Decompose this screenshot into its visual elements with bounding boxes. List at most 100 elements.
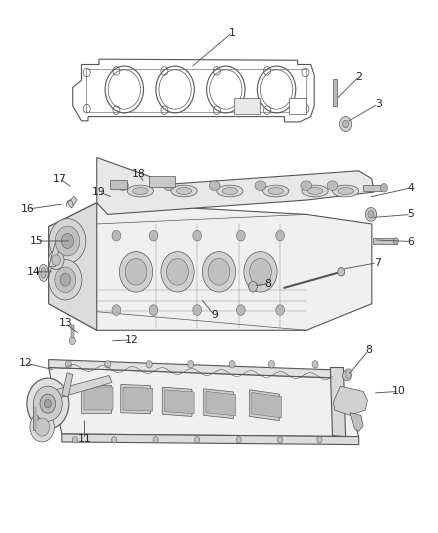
Circle shape bbox=[202, 252, 236, 292]
Circle shape bbox=[69, 337, 75, 345]
Bar bbox=[149, 176, 175, 187]
Text: 2: 2 bbox=[355, 72, 362, 82]
Circle shape bbox=[49, 219, 86, 263]
Circle shape bbox=[146, 361, 152, 368]
Circle shape bbox=[339, 117, 352, 132]
Circle shape bbox=[166, 259, 188, 285]
Circle shape bbox=[55, 226, 80, 256]
Circle shape bbox=[237, 230, 245, 241]
Circle shape bbox=[112, 305, 121, 316]
Polygon shape bbox=[206, 391, 236, 416]
Circle shape bbox=[268, 361, 275, 368]
Bar bbox=[363, 184, 385, 191]
Circle shape bbox=[149, 230, 158, 241]
Text: 11: 11 bbox=[78, 434, 92, 445]
Text: 15: 15 bbox=[30, 236, 43, 246]
Polygon shape bbox=[333, 386, 367, 415]
Ellipse shape bbox=[307, 188, 323, 195]
Polygon shape bbox=[97, 158, 374, 214]
Circle shape bbox=[343, 120, 349, 128]
Polygon shape bbox=[49, 235, 62, 266]
Circle shape bbox=[208, 259, 230, 285]
Circle shape bbox=[120, 252, 152, 292]
Ellipse shape bbox=[263, 185, 289, 197]
Circle shape bbox=[153, 437, 158, 443]
Circle shape bbox=[244, 252, 277, 292]
Circle shape bbox=[229, 361, 235, 368]
Circle shape bbox=[193, 305, 201, 316]
Text: 8: 8 bbox=[265, 279, 271, 288]
Polygon shape bbox=[330, 368, 346, 437]
Ellipse shape bbox=[177, 188, 192, 195]
Circle shape bbox=[368, 211, 374, 218]
Text: 10: 10 bbox=[392, 386, 406, 397]
Text: 19: 19 bbox=[92, 187, 106, 197]
Circle shape bbox=[60, 273, 71, 286]
Ellipse shape bbox=[222, 188, 237, 195]
Text: 3: 3 bbox=[375, 99, 382, 109]
Circle shape bbox=[52, 255, 60, 265]
Circle shape bbox=[237, 305, 245, 316]
Polygon shape bbox=[162, 387, 192, 416]
Ellipse shape bbox=[268, 188, 283, 195]
Ellipse shape bbox=[117, 181, 128, 190]
Bar bbox=[346, 368, 351, 378]
Ellipse shape bbox=[338, 188, 353, 195]
Circle shape bbox=[44, 399, 51, 408]
PathPatch shape bbox=[73, 59, 314, 122]
Text: 8: 8 bbox=[365, 345, 372, 356]
Ellipse shape bbox=[301, 181, 312, 190]
Bar bbox=[333, 79, 337, 106]
Polygon shape bbox=[62, 434, 359, 445]
Ellipse shape bbox=[209, 181, 220, 190]
Circle shape bbox=[112, 230, 121, 241]
Ellipse shape bbox=[133, 188, 148, 195]
Circle shape bbox=[48, 251, 64, 270]
Circle shape bbox=[149, 305, 158, 316]
Text: 16: 16 bbox=[21, 204, 35, 214]
Circle shape bbox=[27, 378, 69, 429]
Bar bbox=[373, 238, 397, 244]
Circle shape bbox=[393, 238, 399, 244]
Circle shape bbox=[250, 259, 272, 285]
Ellipse shape bbox=[163, 181, 174, 190]
Polygon shape bbox=[49, 203, 372, 330]
Circle shape bbox=[49, 260, 82, 300]
Polygon shape bbox=[49, 368, 359, 437]
Circle shape bbox=[343, 370, 351, 381]
Circle shape bbox=[65, 361, 71, 368]
Text: 4: 4 bbox=[408, 183, 414, 193]
Circle shape bbox=[276, 305, 285, 316]
Ellipse shape bbox=[327, 181, 338, 190]
Polygon shape bbox=[49, 203, 97, 330]
Ellipse shape bbox=[127, 185, 153, 197]
Text: 18: 18 bbox=[131, 169, 145, 179]
Text: 17: 17 bbox=[53, 174, 67, 184]
Circle shape bbox=[35, 418, 49, 436]
Text: 13: 13 bbox=[58, 318, 72, 328]
Text: 7: 7 bbox=[374, 258, 381, 268]
Text: 12: 12 bbox=[19, 358, 33, 368]
Polygon shape bbox=[67, 196, 77, 208]
Circle shape bbox=[194, 437, 200, 443]
Circle shape bbox=[312, 361, 318, 368]
Text: 1: 1 bbox=[229, 28, 236, 38]
Circle shape bbox=[112, 437, 117, 443]
Ellipse shape bbox=[171, 185, 197, 197]
Circle shape bbox=[30, 412, 54, 442]
Ellipse shape bbox=[255, 181, 266, 190]
Circle shape bbox=[249, 281, 258, 292]
Polygon shape bbox=[55, 375, 112, 398]
Polygon shape bbox=[164, 390, 194, 414]
Ellipse shape bbox=[39, 264, 48, 281]
Text: 5: 5 bbox=[408, 209, 414, 220]
Circle shape bbox=[338, 268, 345, 276]
Circle shape bbox=[187, 361, 194, 368]
Bar bbox=[71, 325, 74, 341]
Text: 12: 12 bbox=[125, 335, 138, 345]
Bar bbox=[234, 98, 261, 114]
Circle shape bbox=[161, 252, 194, 292]
Circle shape bbox=[278, 437, 283, 443]
Ellipse shape bbox=[41, 268, 46, 278]
Polygon shape bbox=[84, 387, 113, 410]
